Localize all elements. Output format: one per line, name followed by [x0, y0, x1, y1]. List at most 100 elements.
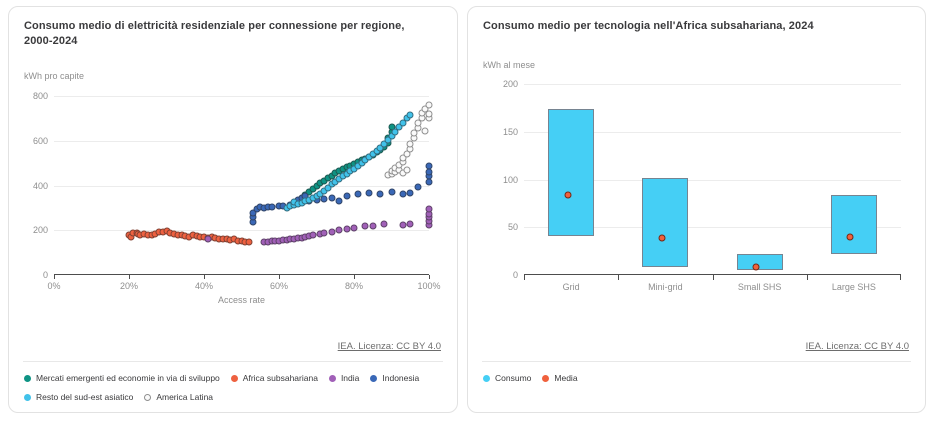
gridline	[524, 227, 901, 229]
bar-plot-area: 0 50 100 150 200 Grid Mini-grid Small SHS Large …	[503, 79, 901, 292]
scatter-point[interactable]	[343, 192, 350, 200]
scatter-point[interactable]	[418, 109, 425, 117]
scatter-point[interactable]	[410, 129, 418, 137]
legend-item[interactable]: Mercati emergenti ed economie in via di …	[24, 373, 220, 383]
legend-item[interactable]: Resto del sud-est asiatico	[24, 392, 133, 402]
scatter-point[interactable]	[425, 168, 433, 176]
scatter-point[interactable]	[406, 220, 414, 228]
legend-swatch-icon	[144, 393, 152, 401]
left-chart-card: Consumo medio di elettricità residenzial…	[8, 6, 458, 413]
scatter-point[interactable]	[376, 144, 384, 152]
x-tick-label: 0%	[47, 281, 61, 291]
scatter-point[interactable]	[309, 231, 317, 239]
scatter-point[interactable]	[388, 132, 395, 140]
right-chart-card: Consumo medio per tecnologia nell'Africa…	[467, 6, 926, 413]
scatter-point[interactable]	[380, 220, 388, 228]
scatter-point[interactable]	[406, 140, 414, 148]
x-tick-label: 80%	[344, 281, 363, 291]
left-y-axis-unit: kWh pro capite	[24, 71, 85, 81]
media-point[interactable]	[752, 263, 760, 271]
scatter-point[interactable]	[403, 150, 410, 158]
media-point[interactable]	[564, 191, 572, 199]
category-label: Small SHS	[737, 282, 782, 292]
scatter-point[interactable]	[354, 190, 362, 198]
left-legend-divider	[23, 361, 443, 362]
scatter-point[interactable]	[388, 188, 395, 196]
range-bar[interactable]	[736, 253, 783, 271]
scatter-point[interactable]	[361, 222, 369, 230]
scatter-point[interactable]	[380, 140, 388, 148]
scatter-point[interactable]	[395, 123, 403, 131]
scatter-point[interactable]	[399, 119, 407, 127]
scatter-point[interactable]	[403, 166, 410, 174]
left-legend: Mercati emergenti ed economie in via di …	[24, 373, 445, 402]
scatter-point[interactable]	[388, 123, 395, 131]
scatter-point[interactable]	[204, 235, 212, 243]
scatter-point[interactable]	[328, 194, 335, 202]
left-x-axis-title: Access rate	[217, 295, 266, 305]
scatter-point[interactable]	[335, 197, 343, 205]
scatter-point[interactable]	[421, 105, 429, 113]
scatter-point[interactable]	[406, 189, 414, 197]
y-tick-label: 400	[32, 180, 48, 191]
scatter-point[interactable]	[350, 224, 358, 232]
scatter-point[interactable]	[425, 162, 433, 170]
legend-swatch-icon	[24, 393, 31, 401]
left-license-link[interactable]: IEA. Licenza: CC BY 4.0	[337, 341, 441, 352]
scatter-point[interactable]	[399, 190, 407, 198]
scatter-point[interactable]	[414, 119, 422, 127]
gridline	[54, 96, 429, 97]
media-point[interactable]	[658, 234, 666, 242]
right-y-axis-unit: kWh al mese	[483, 60, 536, 70]
scatter-point[interactable]	[399, 221, 407, 229]
scatter-point[interactable]	[245, 238, 253, 246]
category-label: Mini-grid	[648, 282, 683, 292]
scatter-point[interactable]	[268, 203, 275, 211]
legend-label: Media	[554, 373, 578, 383]
scatter-point[interactable]	[421, 127, 429, 135]
gridline	[524, 84, 901, 85]
scatter-point[interactable]	[399, 154, 407, 162]
legend-item[interactable]: Africa subsahariana	[230, 373, 318, 383]
legend-item[interactable]: Media	[542, 373, 578, 383]
range-bar[interactable]	[830, 194, 877, 254]
range-bar[interactable]	[548, 108, 595, 236]
scatter-point[interactable]	[328, 228, 335, 236]
legend-swatch-icon	[328, 374, 336, 382]
scatter-point[interactable]	[425, 205, 433, 213]
legend-swatch-icon	[542, 374, 550, 382]
x-tick-mark	[900, 275, 901, 280]
scatter-point[interactable]	[376, 190, 384, 198]
legend-label: Consumo	[495, 373, 532, 383]
scatter-point[interactable]	[425, 110, 433, 118]
scatter-point[interactable]	[406, 111, 414, 119]
x-tick-mark	[204, 275, 205, 279]
scatter-point[interactable]	[335, 226, 343, 234]
scatter-point[interactable]	[384, 136, 392, 144]
y-tick-label: 150	[502, 126, 518, 137]
scatter-point[interactable]	[391, 128, 399, 136]
scatter-point[interactable]	[369, 222, 377, 230]
legend-item[interactable]: America Latina	[144, 392, 213, 402]
x-tick-mark	[524, 275, 525, 280]
legend-label: Mercati emergenti ed economie in via di …	[36, 373, 220, 383]
scatter-point[interactable]	[320, 195, 328, 203]
x-tick-mark	[54, 275, 55, 279]
legend-item[interactable]: Indonesia	[370, 373, 419, 383]
scatter-point[interactable]	[414, 183, 422, 191]
y-tick-label: 0	[42, 270, 48, 280]
range-bar[interactable]	[642, 177, 689, 268]
scatter-point[interactable]	[320, 229, 328, 237]
scatter-point[interactable]	[343, 225, 350, 233]
legend-label: America Latina	[156, 392, 214, 402]
media-point[interactable]	[846, 233, 854, 241]
gridline	[524, 179, 901, 181]
scatter-point[interactable]	[365, 189, 373, 197]
x-tick-label: 20%	[119, 281, 138, 291]
legend-item[interactable]: Consumo	[483, 373, 531, 383]
scatter-point[interactable]	[249, 209, 257, 217]
scatter-point[interactable]	[425, 101, 433, 109]
right-license-link[interactable]: IEA. Licenza: CC BY 4.0	[805, 341, 909, 352]
legend-item[interactable]: India	[328, 373, 359, 383]
